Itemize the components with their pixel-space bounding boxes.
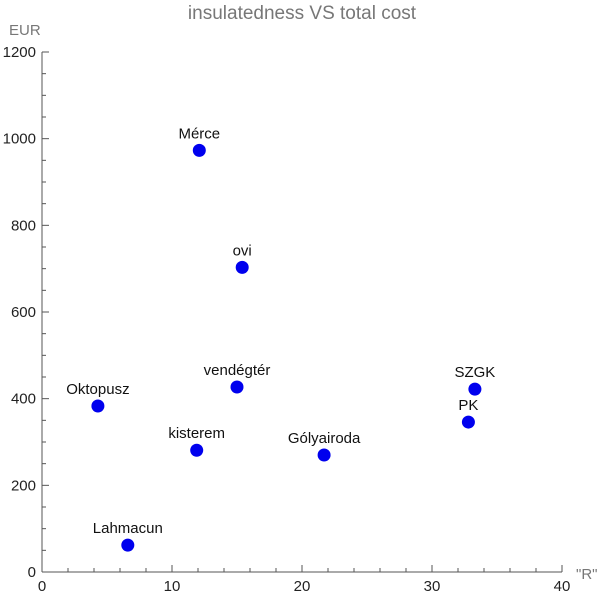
x-tick-label: 20 <box>294 578 311 595</box>
x-tick-label: 10 <box>164 578 181 595</box>
data-point <box>230 380 244 394</box>
data-point-label: vendégtér <box>204 362 271 379</box>
data-point <box>192 143 206 157</box>
data-point <box>190 443 204 457</box>
x-tick-label: 40 <box>554 578 571 595</box>
y-tick-label: 600 <box>11 304 36 321</box>
y-tick-label: 200 <box>11 477 36 494</box>
x-axis-label: "R" <box>576 566 597 583</box>
data-point <box>461 415 475 429</box>
data-point-label: kisterem <box>168 425 225 442</box>
data-point <box>235 260 249 274</box>
y-tick-label: 800 <box>11 217 36 234</box>
data-point <box>91 399 105 413</box>
data-point-label: Oktopusz <box>66 381 129 398</box>
data-point <box>468 382 482 396</box>
y-tick-label: 0 <box>28 564 36 581</box>
data-point-label: ovi <box>233 242 252 259</box>
x-tick-label: 30 <box>424 578 441 595</box>
data-point <box>317 448 331 462</box>
data-points: Mérce ovi vendégtér Oktopusz kisterem Gólyair… <box>66 125 495 552</box>
data-point-label: Lahmacun <box>93 520 163 537</box>
y-tick-label: 400 <box>11 391 36 408</box>
data-point-label: PK <box>458 397 478 414</box>
data-point-label: Mérce <box>178 125 220 142</box>
y-tick-label: 1200 <box>3 44 36 61</box>
y-tick-label: 1000 <box>3 131 36 148</box>
chart-title: insulatedness VS total cost <box>188 3 417 24</box>
data-point-label: Gólyairoda <box>288 430 361 447</box>
data-point <box>121 538 135 552</box>
y-axis-label: EUR <box>9 22 41 39</box>
data-point-label: SZGK <box>454 364 495 381</box>
x-tick-label: 0 <box>38 578 46 595</box>
